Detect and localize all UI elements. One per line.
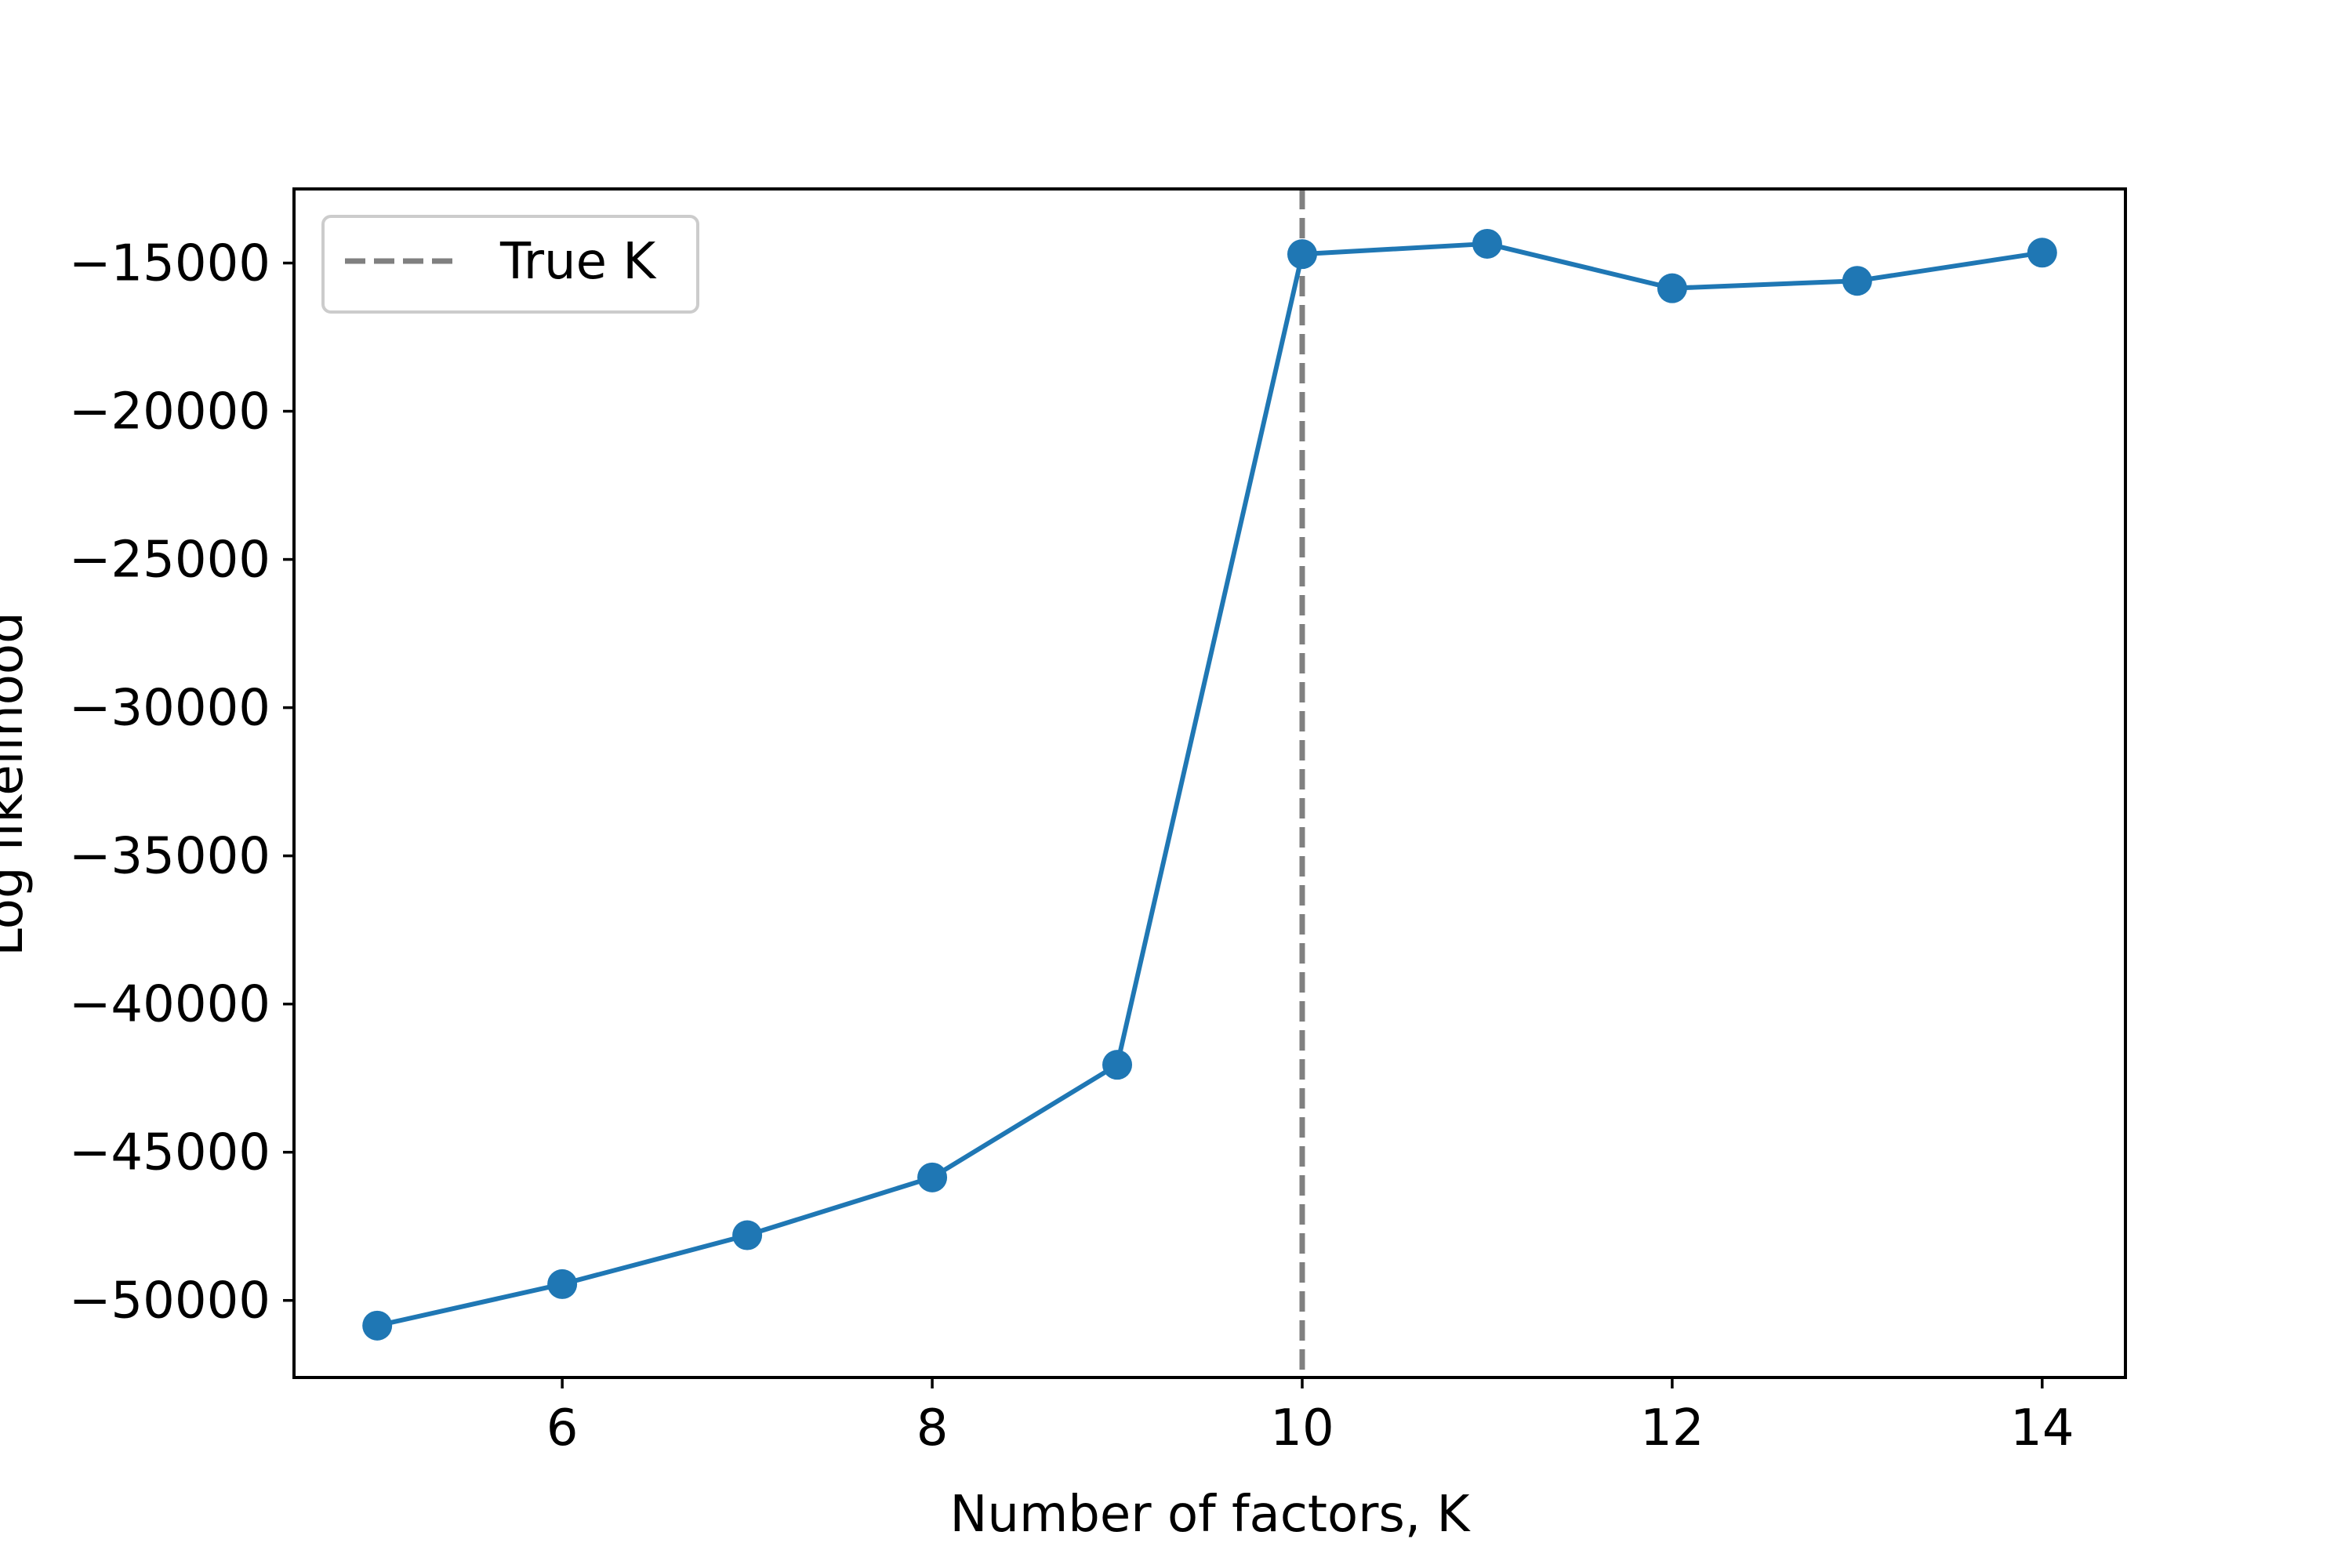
data-point — [547, 1269, 578, 1299]
x-tick-label: 12 — [1640, 1399, 1704, 1457]
x-axis: 6 8 10 12 14 — [546, 1377, 2074, 1457]
y-tick-label: −45000 — [69, 1124, 270, 1182]
y-tick-label: −50000 — [69, 1272, 270, 1330]
data-point — [1472, 228, 1502, 259]
y-tick-label: −20000 — [69, 383, 270, 441]
series-line — [376, 241, 2043, 1328]
x-tick-label: 6 — [546, 1399, 579, 1457]
data-point — [1102, 1050, 1133, 1080]
data-point — [917, 1162, 948, 1192]
x-axis-label: Number of factors, K — [950, 1486, 1472, 1544]
legend: True K — [321, 215, 699, 314]
y-tick-label: −30000 — [69, 680, 270, 738]
y-tick-label: −25000 — [69, 532, 270, 590]
x-tick-label: 10 — [1270, 1399, 1334, 1457]
plot-area — [362, 189, 2057, 1377]
legend-box — [321, 215, 699, 314]
y-axis: −50000 −45000 −40000 −35000 −30000 −25000 −200… — [69, 235, 294, 1330]
y-tick-label: −15000 — [69, 235, 270, 293]
legend-label-true-k: True K — [499, 233, 657, 291]
data-point — [362, 1310, 393, 1341]
data-point — [2027, 238, 2057, 268]
y-axis-label: Log likelihood — [0, 612, 34, 956]
data-point — [1657, 273, 1687, 303]
y-tick-label: −40000 — [69, 976, 270, 1034]
data-point — [732, 1220, 763, 1250]
axes-frame — [292, 187, 2127, 1379]
data-point — [1287, 239, 1317, 270]
y-tick-label: −35000 — [69, 828, 270, 886]
x-tick-label: 14 — [2010, 1399, 2074, 1457]
data-point — [1842, 266, 1872, 296]
x-tick-label: 8 — [916, 1399, 949, 1457]
